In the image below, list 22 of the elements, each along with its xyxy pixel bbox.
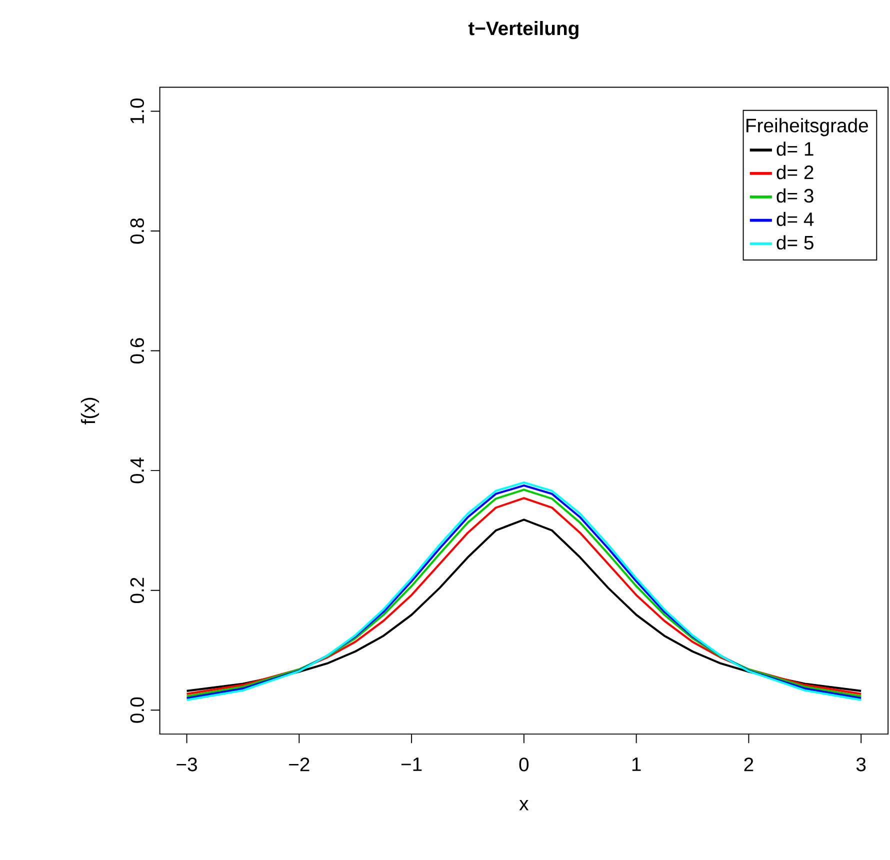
y-tick-label: 0.0 bbox=[130, 697, 144, 723]
x-axis-title: x bbox=[519, 800, 529, 810]
legend-label: d= 2 bbox=[776, 164, 814, 180]
legend-label: d= 4 bbox=[776, 212, 814, 226]
x-tick-label: −3 bbox=[176, 758, 197, 772]
y-axis-title: f(x) bbox=[80, 398, 100, 424]
y-tick-label: 0.8 bbox=[130, 218, 144, 244]
legend-label: d= 3 bbox=[776, 188, 814, 203]
y-tick-label: 0.6 bbox=[130, 338, 144, 364]
legend-title: Freiheitsgrade bbox=[746, 118, 868, 136]
x-tick-label: 3 bbox=[856, 758, 866, 772]
x-tick-label: 0 bbox=[519, 758, 529, 772]
y-tick-label: 0.4 bbox=[130, 458, 144, 484]
legend-label: d= 5 bbox=[776, 235, 814, 250]
x-tick-label: −2 bbox=[289, 758, 310, 772]
chart-title: t−Verteilung bbox=[468, 20, 578, 40]
x-tick-label: −1 bbox=[401, 758, 422, 771]
y-tick-label: 0.2 bbox=[130, 578, 144, 603]
y-tick-label: 1.0 bbox=[130, 98, 144, 124]
x-tick-label: 2 bbox=[744, 758, 754, 772]
x-tick-label: 1 bbox=[632, 758, 641, 771]
legend-label: d= 1 bbox=[776, 142, 814, 156]
